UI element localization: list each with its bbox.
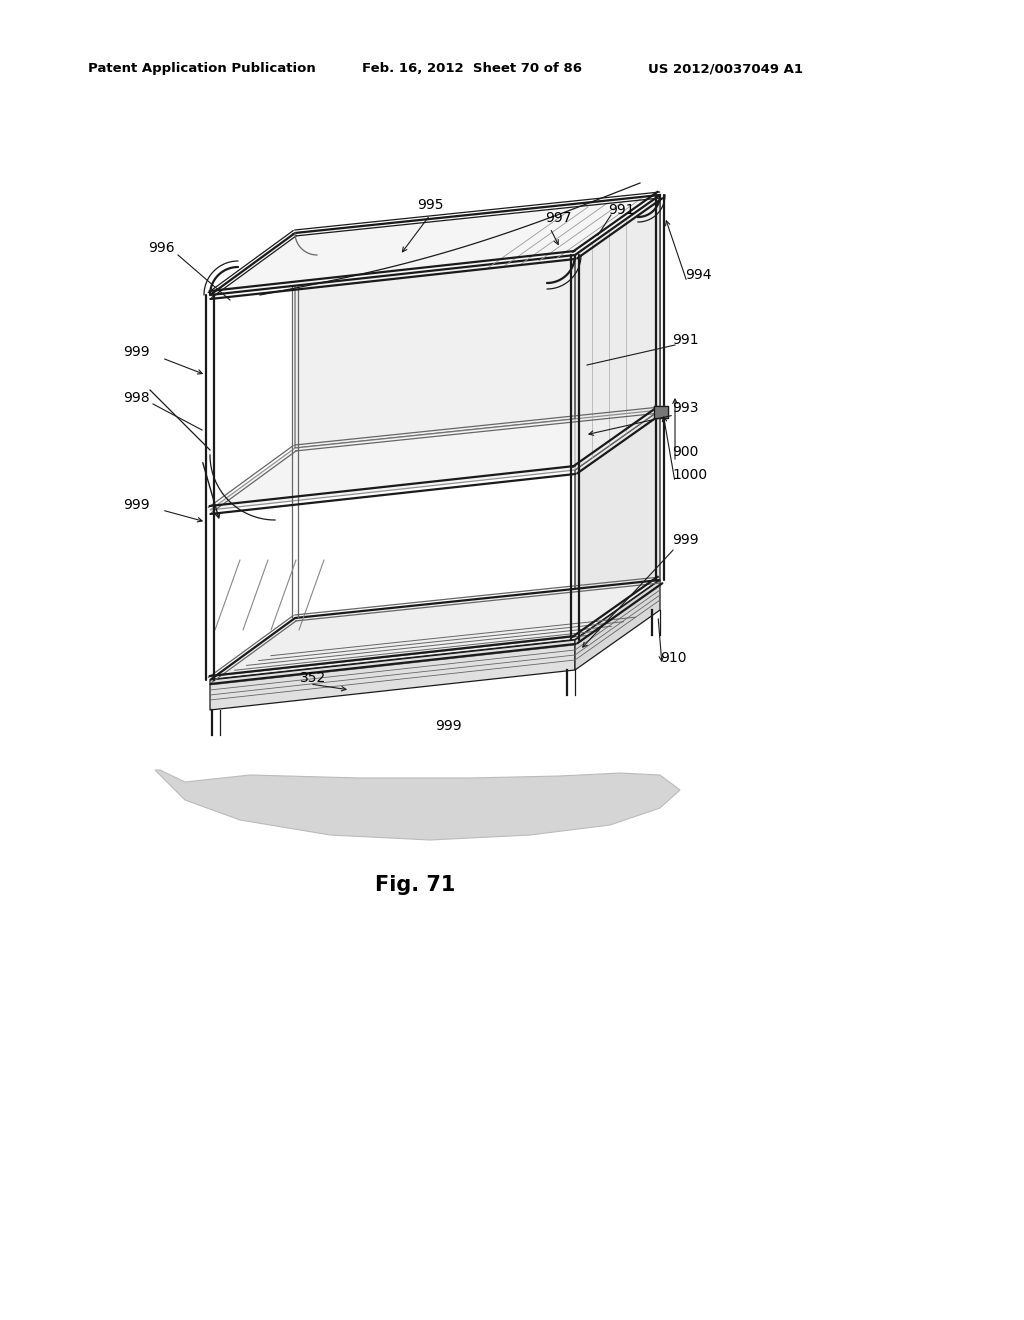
Text: US 2012/0037049 A1: US 2012/0037049 A1 [648,62,803,75]
Polygon shape [155,770,680,840]
Polygon shape [210,195,660,294]
Polygon shape [295,195,660,447]
Text: 900: 900 [672,445,698,459]
Polygon shape [210,579,660,680]
Text: 998: 998 [123,391,150,405]
Text: 991: 991 [608,203,635,216]
Text: 991: 991 [672,333,698,347]
Polygon shape [575,411,660,640]
Polygon shape [575,579,660,671]
Polygon shape [575,195,660,470]
Text: 996: 996 [148,242,175,255]
Text: 999: 999 [123,345,150,359]
Polygon shape [210,411,660,510]
Text: 999: 999 [672,533,698,546]
Text: Feb. 16, 2012  Sheet 70 of 86: Feb. 16, 2012 Sheet 70 of 86 [362,62,582,75]
Text: 1000: 1000 [672,469,708,482]
Text: 999: 999 [123,498,150,512]
Polygon shape [654,407,668,418]
Text: Patent Application Publication: Patent Application Publication [88,62,315,75]
Text: 995: 995 [417,198,443,213]
Text: 993: 993 [672,401,698,414]
Text: 994: 994 [685,268,712,282]
Text: 910: 910 [660,651,686,665]
Polygon shape [210,640,575,710]
Text: 997: 997 [545,211,571,224]
Text: 999: 999 [434,719,462,733]
Text: 352: 352 [300,671,327,685]
Text: Fig. 71: Fig. 71 [375,875,456,895]
